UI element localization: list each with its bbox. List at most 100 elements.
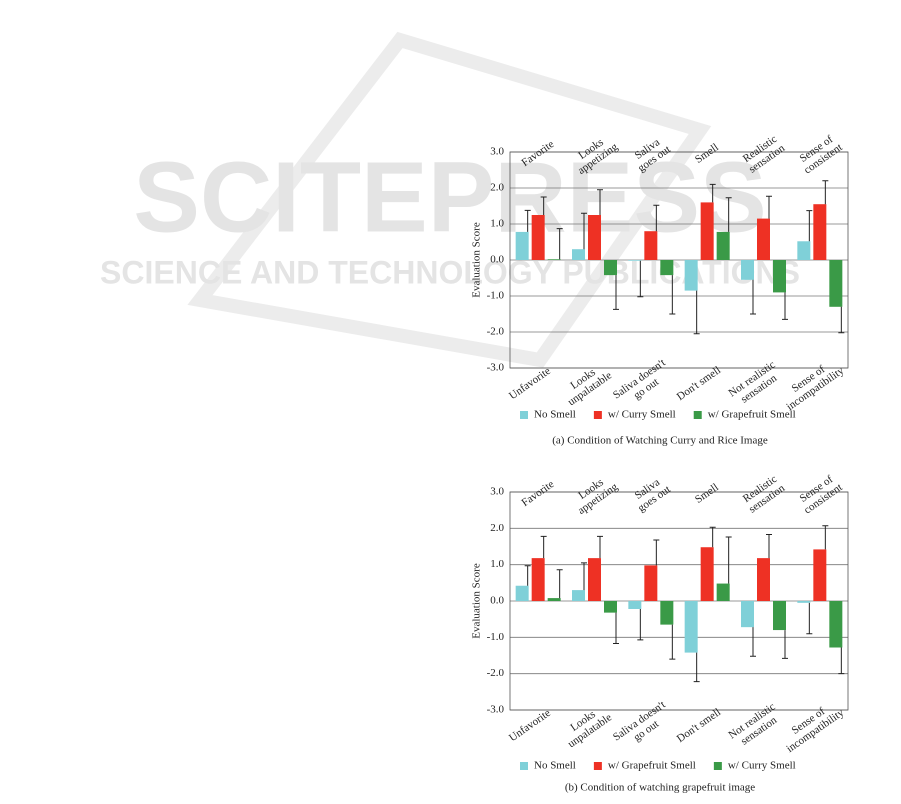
y-tick-label: 1.0 [490, 218, 504, 230]
bar [660, 260, 674, 276]
legend-swatch [520, 411, 528, 419]
error-bar [669, 275, 676, 315]
legend-label: w/ Curry Smell [728, 760, 796, 772]
negative-label: Don't smell [675, 364, 723, 403]
bar [572, 249, 585, 260]
legend-swatch [520, 762, 528, 770]
y-tick-label: -1.0 [487, 290, 505, 302]
error-bar [556, 228, 563, 260]
negative-label: Sense ofincompatibility [777, 696, 846, 754]
legend-swatch [593, 762, 602, 770]
y-tick-label: 1.0 [490, 558, 504, 570]
negative-label: Looksunpalatable [559, 701, 614, 750]
error-bar [540, 196, 547, 215]
error-bar [524, 565, 531, 586]
bar [813, 549, 827, 601]
error-bar [709, 183, 716, 203]
error-bar [822, 525, 829, 550]
positive-label: Favorite [519, 478, 556, 509]
bar [700, 547, 714, 601]
error-bar [822, 180, 829, 205]
error-bar [806, 210, 813, 242]
legend-swatch [713, 762, 722, 770]
legend-label: No Smell [534, 409, 576, 421]
bar [660, 601, 674, 625]
bar [547, 259, 561, 260]
error-bar [709, 526, 716, 548]
bar [773, 601, 786, 631]
error-bar [838, 306, 845, 334]
error-bar [806, 602, 813, 635]
error-bar [653, 539, 660, 566]
error-bar [613, 275, 619, 310]
negative-label: Unfavorite [507, 707, 553, 744]
negative-label: Unfavorite [507, 365, 553, 402]
positive-label: Realisticsensation [740, 472, 788, 515]
error-bar [693, 652, 700, 683]
error-bar [540, 535, 547, 559]
y-tick-label: 2.0 [490, 522, 504, 534]
error-bar [556, 569, 563, 599]
positive-label: Smell [693, 481, 721, 506]
bar [773, 260, 786, 293]
error-bar [581, 562, 587, 591]
bar [716, 583, 730, 601]
positive-label: Sense ofconsistent [795, 131, 845, 176]
bar [572, 590, 585, 601]
negative-label: Sense ofincompatibility [777, 354, 846, 412]
bar [741, 260, 754, 280]
error-bar [750, 279, 756, 315]
bar [797, 241, 811, 260]
negative-label: Saliva doesn'tgo out [611, 356, 675, 411]
watermark-title: SCITEPRESS [133, 141, 767, 253]
legend-label: w/ Grapefruit Smell [608, 760, 696, 772]
bar [813, 204, 827, 260]
error-bar [597, 535, 603, 559]
bar [757, 218, 770, 260]
bar [531, 215, 545, 260]
error-bar [637, 260, 644, 298]
legend-swatch [593, 411, 602, 419]
error-bar [782, 630, 788, 659]
y-tick-label: -2.0 [487, 326, 505, 338]
bar [547, 598, 561, 601]
error-bar [653, 204, 660, 232]
positive-label: Sense ofconsistent [795, 471, 845, 516]
positive-label: Looksappetizing [569, 470, 621, 516]
bar [716, 231, 730, 260]
y-tick-label: -3.0 [487, 362, 505, 374]
y-tick-label: -1.0 [487, 631, 505, 643]
bar [829, 601, 843, 648]
bar [588, 558, 601, 601]
negative-label: Not realisticsensation [726, 358, 784, 409]
plot-frame [509, 151, 849, 369]
legend-label: w/ Grapefruit Smell [708, 409, 796, 421]
y-tick-label: 0.0 [490, 595, 504, 607]
bar [644, 565, 658, 601]
y-tick-label: 3.0 [490, 146, 504, 158]
watermark-shape [187, 31, 712, 368]
error-bar [597, 189, 603, 215]
y-tick-label: 2.0 [490, 182, 504, 194]
legend-label: No Smell [534, 760, 576, 772]
caption: (b) Condition of watching grapefruit ima… [565, 782, 755, 794]
error-bar [725, 536, 732, 584]
y-axis-label: Evaluation Score [471, 222, 483, 298]
bar [515, 585, 529, 601]
bar [604, 260, 617, 276]
negative-label: Not realisticsensation [726, 700, 784, 751]
y-tick-label: 0.0 [490, 254, 504, 266]
error-bar [669, 624, 676, 660]
watermark-subtitle: SCIENCE AND TECHNOLOGY PUBLICATIONS [100, 254, 800, 290]
error-bar [766, 534, 772, 559]
error-bar [524, 209, 531, 232]
legend-label: w/ Curry Smell [608, 409, 676, 421]
bar [604, 601, 617, 613]
error-bar [766, 195, 772, 219]
bar [684, 260, 698, 291]
bar [757, 558, 770, 601]
error-bar [750, 627, 756, 657]
bar [700, 202, 714, 260]
